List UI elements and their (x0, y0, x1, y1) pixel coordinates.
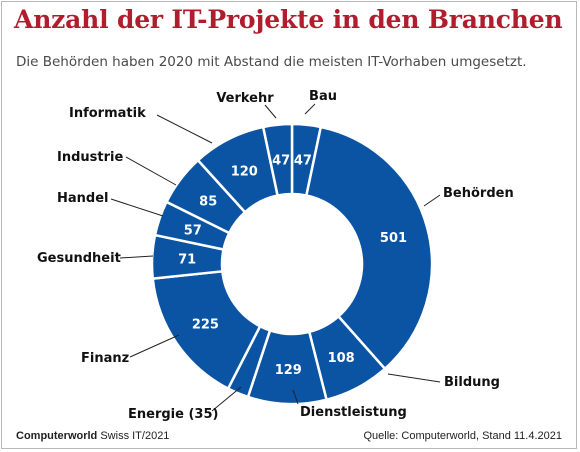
leader-line-bildung (387, 373, 441, 383)
category-labels: Bau Behörden Bildung Dienstleistung Energie … (37, 89, 514, 422)
chart-subtitle: Die Behörden haben 2020 mit Abstand die … (16, 54, 527, 70)
slice-beh-rden (304, 125, 434, 371)
value-label-bildung: 108 (328, 351, 355, 366)
leader-lines (110, 103, 441, 412)
value-label-beh-rden: 501 (380, 231, 407, 246)
category-label-beh-rden: Behörden (443, 186, 514, 201)
value-label-verkehr: 47 (272, 154, 290, 169)
leader-line-dienstleistung (292, 389, 299, 405)
category-label-industrie: Industrie (57, 150, 123, 165)
footer-source: Quelle: Computerworld, Stand 11.4.2021 (363, 430, 562, 442)
value-label-gesundheit: 71 (178, 253, 196, 268)
category-label-handel: Handel (57, 191, 109, 206)
leader-line-beh-rden (423, 194, 441, 207)
leader-line-bau (304, 103, 316, 115)
category-label-bau: Bau (309, 89, 337, 104)
category-label-finanz: Finanz (81, 351, 129, 366)
value-label-industrie: 85 (199, 195, 217, 210)
leader-line-informatik (156, 114, 213, 144)
footer-credit: Computerworld Swiss IT/2021 (16, 430, 169, 442)
leader-line-finanz (129, 334, 180, 358)
leader-line-handel (110, 198, 164, 217)
value-label-bau: 47 (294, 154, 312, 169)
category-label-bildung: Bildung (444, 375, 500, 390)
slice-verkehr (261, 122, 294, 197)
value-label-informatik: 120 (231, 164, 258, 179)
value-labels: 47 501 108 129 225 71 57 85 120 47 (178, 154, 407, 378)
leader-line-gesundheit (119, 255, 154, 259)
donut-slices (150, 122, 434, 406)
leader-line-verkehr (264, 104, 277, 119)
category-label-energie: Energie (35) (128, 407, 218, 422)
category-label-informatik: Informatik (69, 106, 146, 121)
leader-line-energie (211, 386, 242, 412)
category-label-gesundheit: Gesundheit (37, 251, 121, 266)
value-label-finanz: 225 (192, 317, 219, 332)
value-label-dienstleistung: 129 (275, 363, 302, 378)
value-label-handel: 57 (184, 224, 202, 239)
slice-finanz (151, 269, 262, 391)
footer-issue: Swiss IT/2021 (100, 430, 170, 442)
chart-title: Anzahl der IT-Projekte in den Branchen (14, 5, 563, 34)
leader-line-industrie (125, 156, 177, 186)
category-label-dienstleistung: Dienstleistung (300, 405, 407, 420)
category-label-verkehr: Verkehr (216, 91, 274, 106)
footer-brand: Computerworld (16, 430, 98, 442)
